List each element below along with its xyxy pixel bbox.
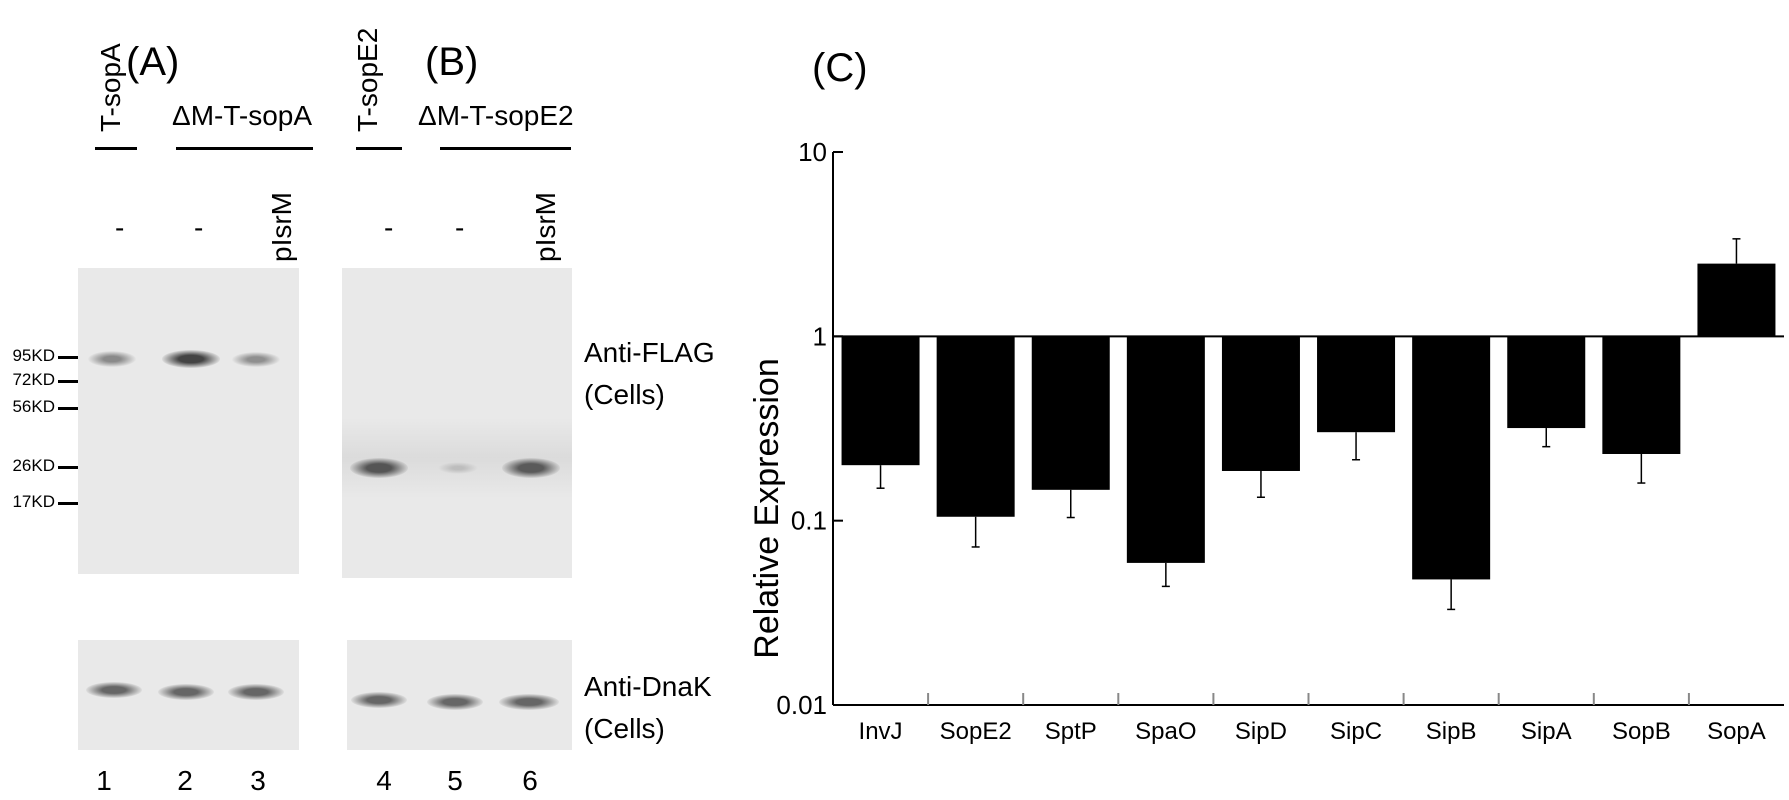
anti-dnak-text: Anti-DnaK [584,671,712,702]
label-anti-flag: Anti-FLAG (Cells) [584,332,715,416]
y-tick-label: 0.1 [791,506,827,536]
panel-b-label: (B) [425,40,479,84]
bar-sope2 [936,336,1015,517]
group-bar-dm-t-sope2 [440,147,571,150]
panel-a-label: (A) [126,40,180,84]
group-bar-t-sopa [95,147,137,150]
x-tick-label-sipa: SipA [1521,718,1572,745]
x-tick-label-sipb: SipB [1426,718,1477,745]
header-dm-t-sope2: ΔM-T-sopE2 [418,100,574,131]
bar-sipa [1507,336,1586,429]
panel-c-label: (C) [812,46,868,90]
blot-dnak-panel-a [78,640,299,750]
treatment-lane-1: - [115,212,125,243]
marker-72kd: 72KD [12,370,55,389]
treatment-lane-2: - [194,212,204,243]
bar-sopa [1697,263,1776,337]
x-tick-label-sipc: SipC [1330,718,1382,745]
y-tick-label: 0.01 [776,690,827,720]
x-tick-label-sopb: SopB [1612,718,1671,745]
band-lane-4 [350,458,408,478]
marker-26kd: 26KD [12,456,55,475]
x-tick-label-sptp: SptP [1045,718,1097,745]
x-tick-label-sopa: SopA [1707,718,1766,745]
x-tick-label-invj: InvJ [859,718,903,745]
treatment-lane-5: - [455,212,465,243]
bar-sopb [1602,336,1681,454]
band-lane-6 [502,458,560,478]
band-lane-3 [228,684,284,700]
marker-56kd: 56KD [12,397,55,416]
anti-flag-text: Anti-FLAG [584,337,715,368]
lane-number-1: 1 [96,765,112,796]
marker-tick [58,380,78,383]
y-tick-label: 10 [798,137,827,167]
anti-dnak-cells: (Cells) [584,713,665,744]
band-lane-6 [499,694,559,710]
bar-spao [1126,336,1205,563]
anti-flag-cells: (Cells) [584,379,665,410]
group-bar-t-sope2 [356,147,402,150]
marker-tick [58,407,78,410]
band-lane-4 [351,692,407,708]
lane-number-6: 6 [522,765,538,796]
lane-number-3: 3 [250,765,266,796]
bar-sipb [1412,336,1491,580]
band-lane-2 [158,684,214,700]
y-axis-label: Relative Expression [748,358,786,658]
marker-tick [58,502,78,505]
marker-tick [58,466,78,469]
blot-dnak-panel-b [347,640,572,750]
marker-95kd: 95KD [12,346,55,365]
x-tick-label-spao: SpaO [1135,718,1196,745]
band-lane-1 [86,682,142,698]
band-lane-5 [427,694,483,710]
lane-number-2: 2 [177,765,193,796]
band-lane-2 [162,350,220,368]
blot-flag-panel-a [78,268,299,574]
y-tick-label: 1 [813,321,827,351]
band-lane-3 [232,352,280,367]
bar-sipc [1317,336,1396,433]
lane-number-4: 4 [376,765,392,796]
label-anti-dnak: Anti-DnaK (Cells) [584,666,712,750]
x-tick-label-sope2: SopE2 [940,718,1012,745]
bar-sptp [1031,336,1110,490]
treatment-lane-4: - [384,212,394,243]
lane-number-5: 5 [447,765,463,796]
x-tick-label-sipd: SipD [1235,718,1287,745]
bar-sipd [1221,336,1300,471]
band-lane-5 [438,462,478,474]
bar-invj [841,336,920,466]
band-lane-1 [88,351,136,367]
header-dm-t-sopa: ΔM-T-sopA [172,100,313,131]
blot-flag-panel-b [342,268,572,578]
group-bar-dm-t-sopa [176,147,313,150]
marker-17kd: 17KD [12,492,55,511]
marker-tick [58,356,78,359]
